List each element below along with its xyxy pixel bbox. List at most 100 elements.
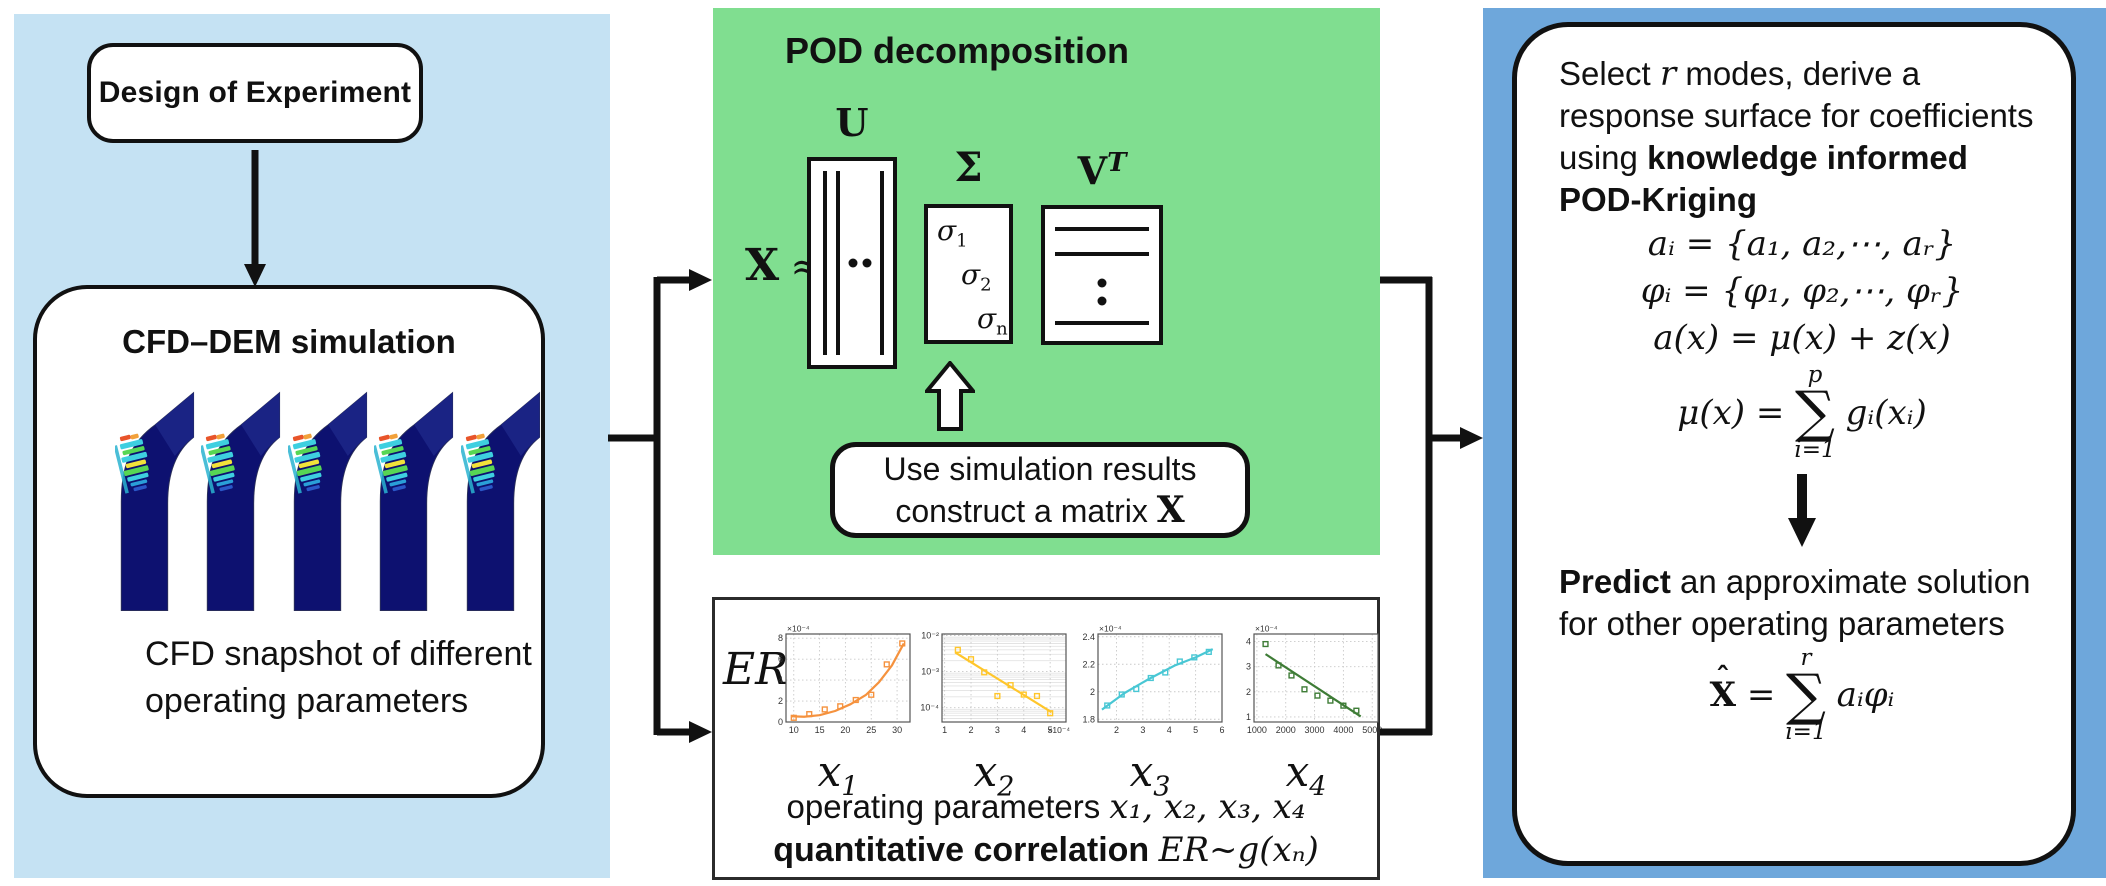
design-of-experiment-panel: Design of Experiment CFD–DEM simulation … <box>14 14 610 878</box>
svg-text:×10⁻⁴: ×10⁻⁴ <box>1255 624 1278 634</box>
svg-text:2.4: 2.4 <box>1082 632 1095 642</box>
svg-text:2000: 2000 <box>1276 725 1296 735</box>
svg-text:1.8: 1.8 <box>1082 714 1095 724</box>
er-chart-x3: 2 3 4 5 6 1.8 2 2.2 2.4 ×10⁻⁴ x3 <box>1072 624 1228 810</box>
cfd-caption: CFD snapshot of different operating para… <box>37 631 541 725</box>
cfd-caption-line2: operating parameters <box>145 682 469 720</box>
pod-kriging-box: Select r modes, derive a response surfac… <box>1512 22 2076 866</box>
middle-to-right-arrow <box>1380 276 1483 736</box>
chart-er-vs-x2: 1 2 3 4 5 10⁻² 10⁻³ 10⁻⁴ ×10⁻⁴ <box>920 630 1070 735</box>
er-charts-row: 10 15 20 25 30 0 2 4 6 8 ×10⁻⁴ x1 1 2 3 4 5 10⁻² 10⁻³ 10⁻… <box>760 624 1384 810</box>
svg-text:3: 3 <box>1140 725 1145 735</box>
svg-text:8: 8 <box>778 633 783 643</box>
svg-text:×10⁻⁴: ×10⁻⁴ <box>1099 624 1122 634</box>
svg-text:2: 2 <box>1090 687 1095 697</box>
x2-axis-label: x2 <box>973 747 1015 803</box>
sigma-n-entry: σn <box>977 302 1008 340</box>
svg-text:2.2: 2.2 <box>1082 659 1095 669</box>
down-arrow-icon <box>1559 472 2045 553</box>
pod-kriging-panel: Select r modes, derive a response surfac… <box>1483 8 2106 878</box>
cfd-dem-title: CFD–DEM simulation <box>122 323 456 360</box>
er-chart-x4: 1000 2000 3000 4000 5000 1 2 3 4 ×10⁻⁴ x4 <box>1228 624 1384 810</box>
equation-phi: φᵢ = {φ₁, φ₂,⋯, φᵣ} <box>1640 271 1964 311</box>
svg-text:5: 5 <box>1193 725 1198 735</box>
matrix-u-columns-glyph <box>823 171 884 355</box>
cfd-pipe-snapshot <box>115 391 195 612</box>
cfd-pipe-snapshot <box>374 391 454 612</box>
svg-text:4: 4 <box>1167 725 1172 735</box>
design-of-experiment-label: Design of Experiment <box>98 76 412 109</box>
cfd-dem-simulation-box: CFD–DEM simulation CFD snapshot of diffe… <box>33 285 545 798</box>
equation-ai: aᵢ = {a₁, a₂,⋯, aᵣ} <box>1647 224 1957 264</box>
svg-text:6: 6 <box>778 654 783 664</box>
svg-text:20: 20 <box>840 725 850 735</box>
matrix-vt-rows-glyph <box>1055 227 1149 325</box>
sigma-1-entry: σ1 <box>937 214 968 252</box>
correlation-plots-box: ER 10 15 20 25 30 0 2 4 6 8 ×10⁻⁴ x1 1 2 3 4 5 10⁻² 10⁻³… <box>712 597 1382 880</box>
x4-axis-label: x4 <box>1285 747 1327 803</box>
predict-paragraph: Predict an approximate solution for othe… <box>1559 562 2031 642</box>
equation-ax: a(x) = μ(x) + z(x) <box>1653 318 1951 358</box>
construct-matrix-line2: construct a matrix X <box>895 489 1185 531</box>
er-axis-label: ER <box>723 644 789 695</box>
er-chart-x1: 10 15 20 25 30 0 2 4 6 8 ×10⁻⁴ x1 <box>760 624 916 810</box>
matrix-sigma-label: Σ <box>954 144 983 191</box>
select-modes-paragraph: Select r modes, derive a response surfac… <box>1559 54 2034 218</box>
chart-er-vs-x3: 2 3 4 5 6 1.8 2 2.2 2.4 ×10⁻⁴ <box>1082 624 1224 736</box>
svg-text:×10⁻⁴: ×10⁻⁴ <box>1047 725 1070 735</box>
cfd-caption-line1: CFD snapshot of different <box>145 635 532 673</box>
matrix-vt-label: VT <box>1077 148 1127 194</box>
svg-text:3: 3 <box>995 725 1000 735</box>
svg-text:3000: 3000 <box>1305 725 1325 735</box>
equation-mu-sum: μ(x) = p ∑ i=1 gᵢ(xᵢ) <box>1677 362 1927 463</box>
pod-decomposition-panel: POD decomposition X ≈ U Σ σ1 σ2 σn VT <box>713 8 1380 555</box>
er-chart-x2: 1 2 3 4 5 10⁻² 10⁻³ 10⁻⁴ ×10⁻⁴ x2 <box>916 624 1072 810</box>
chart-er-vs-x1: 10 15 20 25 30 0 2 4 6 8 ×10⁻⁴ <box>778 624 911 735</box>
x1-axis-label: x1 <box>817 747 859 803</box>
svg-text:6: 6 <box>1219 725 1224 735</box>
svg-text:2: 2 <box>969 725 974 735</box>
svg-text:×10⁻⁴: ×10⁻⁴ <box>787 624 810 634</box>
summation-icon: ∑ <box>1785 662 1826 728</box>
cfd-snapshots-row <box>115 377 541 619</box>
svg-text:4: 4 <box>1246 637 1251 647</box>
cfd-pipe-snapshot <box>460 391 540 612</box>
quantitative-correlation-caption: quantitative correlation ER~g(xₙ) <box>773 830 1319 870</box>
x3-axis-label: x3 <box>1129 747 1171 803</box>
matrix-u-box <box>807 157 897 369</box>
chart-er-vs-x4: 1000 2000 3000 4000 5000 1 2 3 4 ×10⁻⁴ <box>1246 624 1382 736</box>
cfd-to-middle-arrows <box>608 269 712 743</box>
svg-text:2: 2 <box>1246 687 1251 697</box>
svg-text:4000: 4000 <box>1333 725 1353 735</box>
svg-text:4: 4 <box>1021 725 1026 735</box>
matrix-x-symbol-small: X <box>1156 489 1185 531</box>
svg-text:2: 2 <box>778 696 783 706</box>
svg-text:5: 5 <box>1048 725 1053 735</box>
svg-text:1000: 1000 <box>1247 725 1267 735</box>
summation-icon: ∑ <box>1794 380 1835 445</box>
pod-title: POD decomposition <box>785 30 1130 71</box>
svg-text:5000: 5000 <box>1362 725 1382 735</box>
svg-text:10⁻²: 10⁻² <box>921 630 939 640</box>
svg-text:10: 10 <box>789 725 799 735</box>
svg-text:10⁻⁴: 10⁻⁴ <box>920 703 939 713</box>
svg-text:4: 4 <box>778 675 783 685</box>
design-of-experiment-box: Design of Experiment <box>87 43 423 143</box>
matrix-u-label: U <box>835 100 869 145</box>
cfd-pipe-snapshot <box>201 391 281 612</box>
operating-parameters-caption: operating parameters x₁, x₂, x₃, x₄ <box>786 787 1306 827</box>
matrix-x-symbol: X <box>745 240 780 291</box>
sigma-2-entry: σ2 <box>961 258 992 296</box>
svg-text:10⁻³: 10⁻³ <box>921 667 939 677</box>
svg-text:0: 0 <box>778 717 783 727</box>
cfd-pipe-snapshot <box>287 391 367 612</box>
svg-text:1: 1 <box>1246 712 1251 722</box>
svg-text:1: 1 <box>942 725 947 735</box>
svg-text:25: 25 <box>866 725 876 735</box>
plots-captions: operating parameters x₁, x₂, x₃, x₄ quan… <box>715 786 1377 872</box>
construct-matrix-line1: Use simulation results <box>883 451 1197 487</box>
matrix-vt-box <box>1041 205 1163 345</box>
svg-text:3: 3 <box>1246 662 1251 672</box>
